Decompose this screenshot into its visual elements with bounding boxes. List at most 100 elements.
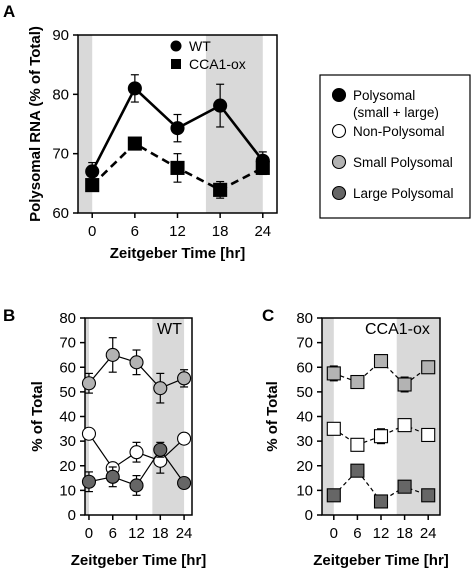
panel-b-series-non-polysomal-point [81, 426, 97, 441]
panel-c-y-tick-label: 60 [296, 359, 313, 376]
panel-a-series-cca1-ox-point [213, 182, 228, 197]
panel-a-x-tick-label: 12 [169, 223, 186, 240]
legend-label-non-polysomal: Non-Polysomal [353, 124, 445, 139]
panel-c-y-tick-label: 0 [305, 507, 313, 524]
panel-c-series-large-polysomal-point [421, 488, 436, 503]
panel-b-series-non-polysomal-point [129, 445, 144, 460]
panel-c-series-small-polysomal-point [397, 377, 412, 392]
panel-b-y-tick-label: 60 [59, 359, 76, 376]
panel-a-x-tick-label: 6 [131, 223, 139, 240]
panel-a-y-tick-label: 90 [52, 27, 69, 44]
panel-a-series-wt-point [127, 81, 142, 96]
panel-c-annotation: CCA1-ox [365, 321, 430, 338]
panel-a-x-tick-label: 24 [254, 223, 271, 240]
panel-c-series-large-polysomal-point [397, 479, 412, 494]
legend-label-polysomal: (small + large) [353, 105, 439, 120]
panel-c-x-tick-label: 18 [396, 525, 413, 542]
panel-b-series-small-polysomal-point [105, 347, 120, 362]
panel-a-series-wt-point [170, 121, 185, 136]
panel-a-series-cca1-ox [85, 136, 270, 199]
panel-b-x-tick-label: 24 [176, 525, 193, 542]
panel-c-y-tick-label: 30 [296, 433, 313, 450]
panel-a-series-cca1-ox-point [170, 160, 185, 175]
legend-marker-polysomal [331, 87, 347, 103]
panel-a-chart: 60 70 80 90 0 6 12 18 24 Zeitgeber Time [hr] Polys… [27, 26, 278, 262]
panel-c-x-tick-label: 6 [353, 525, 361, 542]
panel-letter-c: C [262, 306, 274, 325]
panel-c-y-axis-label: % of Total [264, 381, 281, 452]
panel-b-y-axis-label: % of Total [29, 381, 46, 452]
panel-a-series-cca1-ox-point [255, 160, 270, 175]
panel-c-series-small-polysomal-point [326, 366, 341, 381]
panel-c-series-non-polysomal-point [350, 437, 365, 452]
panel-b-series-small-polysomal-point [177, 371, 192, 386]
panel-c-y-tick-label: 40 [296, 409, 313, 426]
legend-marker-non-polysomal [331, 123, 347, 139]
panel-b-x-tick-label: 12 [128, 525, 145, 542]
legend-label-cca1-ox: CCA1-ox [189, 56, 246, 72]
panel-a-series-wt [85, 74, 270, 181]
panel-c-x-tick-label: 24 [420, 525, 437, 542]
panel-b-series-non-polysomal-point [177, 431, 192, 446]
panel-c-series-small-polysomal-point [421, 360, 436, 375]
panel-c-y-tick-label: 20 [296, 458, 313, 475]
panel-a-x-tick-label: 18 [212, 223, 229, 240]
panel-c-series-non-polysomal-point [326, 421, 341, 436]
panel-b-series-small-polysomal-point [153, 381, 168, 396]
panel-b-series-large-polysomal-point [129, 478, 144, 493]
panel-b-series-large-polysomal-point [105, 469, 120, 484]
panel-b-x-axis-label: Zeitgeber Time [hr] [71, 552, 207, 569]
category-legend-box: Polysomal (small + large) Non-Polysomal Sma… [319, 74, 471, 219]
panel-c-series-non-polysomal-point [373, 429, 389, 444]
legend-marker-large-polysomal [331, 185, 347, 201]
panel-b-y-tick-label: 40 [59, 409, 76, 426]
panel-letter-b: B [3, 306, 15, 325]
panel-c-series-small-polysomal [326, 354, 436, 393]
panel-b-series-large-polysomal-point [153, 442, 168, 457]
panel-b-series-large-polysomal-point [81, 474, 97, 489]
legend-label-wt: WT [189, 38, 211, 54]
panel-c-y-tick-label: 80 [296, 310, 313, 327]
panel-a-x-axis-label: Zeitgeber Time [hr] [110, 245, 246, 262]
panel-a-x-tick-label: 0 [88, 223, 96, 240]
panel-c-y-tick-label: 50 [296, 384, 313, 401]
panel-c-series-large-polysomal-point [350, 463, 365, 478]
panel-a-series-wt-point [85, 164, 100, 179]
panel-letter-a: A [3, 2, 15, 21]
panel-b-series-small-polysomal [81, 337, 192, 404]
panel-a-legend: WT CCA1-ox [170, 38, 246, 72]
legend-marker-small-polysomal [331, 154, 347, 170]
panel-a-series-wt-point [213, 98, 228, 113]
panel-b-y-tick-label: 20 [59, 458, 76, 475]
panel-b-y-tick-label: 50 [59, 384, 76, 401]
panel-c-series-non-polysomal-point [397, 418, 412, 433]
panel-c-series-small-polysomal-point [373, 354, 389, 369]
panel-c-y-tick-label: 10 [296, 482, 313, 499]
panel-c-night-shade [322, 318, 334, 515]
panel-b-x-tick-label: 0 [85, 525, 93, 542]
panel-b-series-large-polysomal-point [177, 475, 192, 491]
panel-b-y-tick-label: 10 [59, 482, 76, 499]
panel-a-y-axis-label: Polysomal RNA (% of Total) [27, 26, 44, 222]
panel-b-series-small-polysomal-point [129, 355, 144, 370]
panel-c-y-tick-label: 70 [296, 335, 313, 352]
panel-b-y-tick-label: 0 [68, 507, 76, 524]
panel-c-series-large-polysomal-point [326, 488, 341, 503]
panel-a-y-tick-label: 60 [52, 205, 69, 222]
panel-b-annotation: WT [157, 321, 182, 338]
legend-label-small-polysomal: Small Polysomal [353, 155, 453, 170]
panel-c-series-large-polysomal-point [373, 494, 389, 509]
panel-a-series-cca1-ox-point [127, 136, 142, 151]
panel-a-y-tick-label: 70 [52, 146, 69, 163]
panel-b-y-tick-label: 80 [59, 310, 76, 327]
legend-label-large-polysomal: Large Polysomal [353, 186, 454, 201]
panel-c-x-axis-label: Zeitgeber Time [hr] [313, 552, 449, 569]
panel-b-x-tick-label: 6 [109, 525, 117, 542]
panel-a-series-cca1-ox-point [85, 178, 100, 193]
panel-c-series-small-polysomal-point [350, 374, 365, 390]
panel-b-series-large-polysomal [81, 441, 192, 496]
panel-b-y-tick-label: 30 [59, 433, 76, 450]
